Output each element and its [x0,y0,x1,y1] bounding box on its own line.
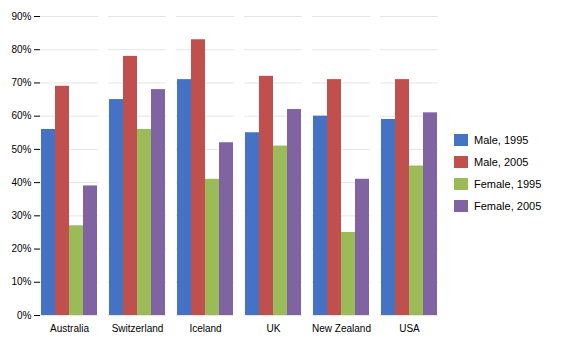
svg-text:UK: UK [267,323,281,334]
svg-text:USA: USA [399,323,420,334]
svg-text:Switzerland: Switzerland [112,323,164,334]
svg-text:New Zealand: New Zealand [312,323,371,334]
svg-text:80%: 80% [11,44,31,55]
svg-text:90%: 90% [11,11,31,22]
svg-text:30%: 30% [11,210,31,221]
svg-text:Australia: Australia [50,323,89,334]
html-text:Male, 2005: Male, 2005 [474,155,529,168]
svg-text:Iceland: Iceland [189,323,221,334]
svg-text:20%: 20% [11,243,31,254]
html-text:Male, 1995: Male, 1995 [474,133,529,146]
html-text:Female, 1995: Female, 1995 [474,177,542,190]
html-text:Female, 2005: Female, 2005 [474,199,542,212]
svg-text:0%: 0% [17,310,32,321]
svg-text:50%: 50% [11,144,31,155]
svg-text:40%: 40% [11,177,31,188]
svg-text:60%: 60% [11,110,31,121]
svg-text:10%: 10% [11,276,31,287]
svg-text:70%: 70% [11,77,31,88]
